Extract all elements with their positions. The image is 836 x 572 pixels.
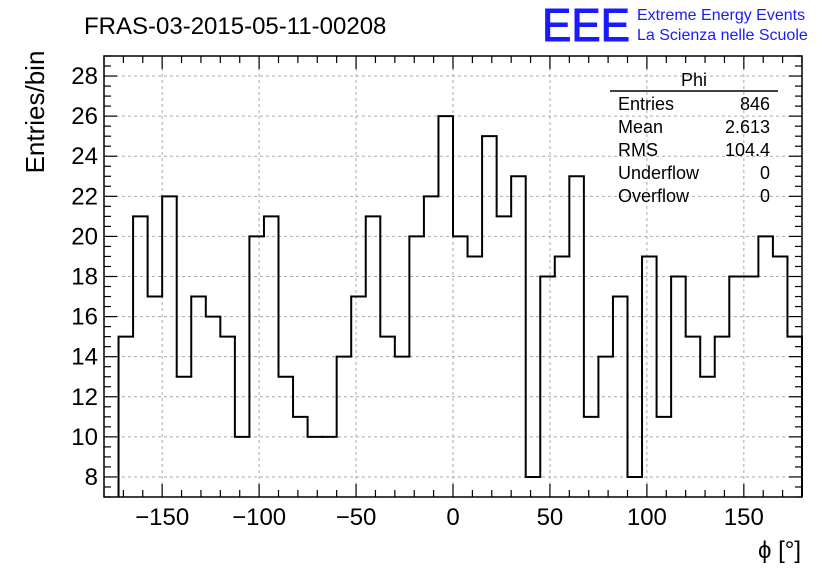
y-tick-label: 20: [71, 223, 98, 250]
y-tick-label: 24: [71, 143, 98, 170]
x-tick-label: 100: [627, 504, 667, 531]
stats-value-entries: 846: [740, 94, 770, 114]
x-tick-label: 0: [446, 504, 459, 531]
stats-label-rms: RMS: [618, 140, 658, 160]
y-tick-label: 28: [71, 63, 98, 90]
stats-label-underflow: Underflow: [618, 163, 700, 183]
y-tick-label: 12: [71, 384, 98, 411]
logo-line-1: Extreme Energy Events: [637, 7, 805, 24]
y-tick-label: 16: [71, 304, 98, 331]
y-tick-label: 14: [71, 344, 98, 371]
y-tick-label: 10: [71, 424, 98, 451]
x-tick-label: 150: [724, 504, 764, 531]
run-title: FRAS-03-2015-05-11-00208: [84, 13, 386, 40]
x-tick-label: −50: [336, 504, 377, 531]
y-tick-label: 18: [71, 264, 98, 291]
stats-title: Phi: [681, 70, 707, 90]
logo-line-2: La Scienza nelle Scuole: [637, 27, 808, 44]
stats-value-overflow: 0: [760, 186, 770, 206]
stats-value-underflow: 0: [760, 163, 770, 183]
axis-ticks: [103, 55, 803, 498]
y-tick-label: 22: [71, 183, 98, 210]
histogram-series: [117, 115, 803, 497]
stats-box: Phi Entries 846 Mean 2.613 RMS 104.4 Und…: [610, 70, 778, 206]
stats-value-rms: 104.4: [725, 140, 770, 160]
stats-label-overflow: Overflow: [618, 186, 690, 206]
y-axis-label: Entries/bin: [20, 51, 50, 174]
logo-text: EEE: [542, 0, 630, 51]
stats-label-entries: Entries: [618, 94, 674, 114]
eee-logo: EEE Extreme Energy Events La Scienza nel…: [542, 0, 808, 52]
y-tick-label: 26: [71, 103, 98, 130]
x-tick-label: −150: [135, 504, 189, 531]
stats-value-mean: 2.613: [725, 117, 770, 137]
x-axis-label: ϕ [°]: [758, 537, 801, 564]
y-tick-label: 8: [85, 464, 98, 491]
stats-label-mean: Mean: [618, 117, 663, 137]
tick-labels: −150 −100 −50 0 50 100 150 8 10 12 14 16 18 20 22 24 26 2…: [71, 63, 764, 531]
x-tick-label: −100: [232, 504, 286, 531]
x-tick-label: 50: [537, 504, 564, 531]
